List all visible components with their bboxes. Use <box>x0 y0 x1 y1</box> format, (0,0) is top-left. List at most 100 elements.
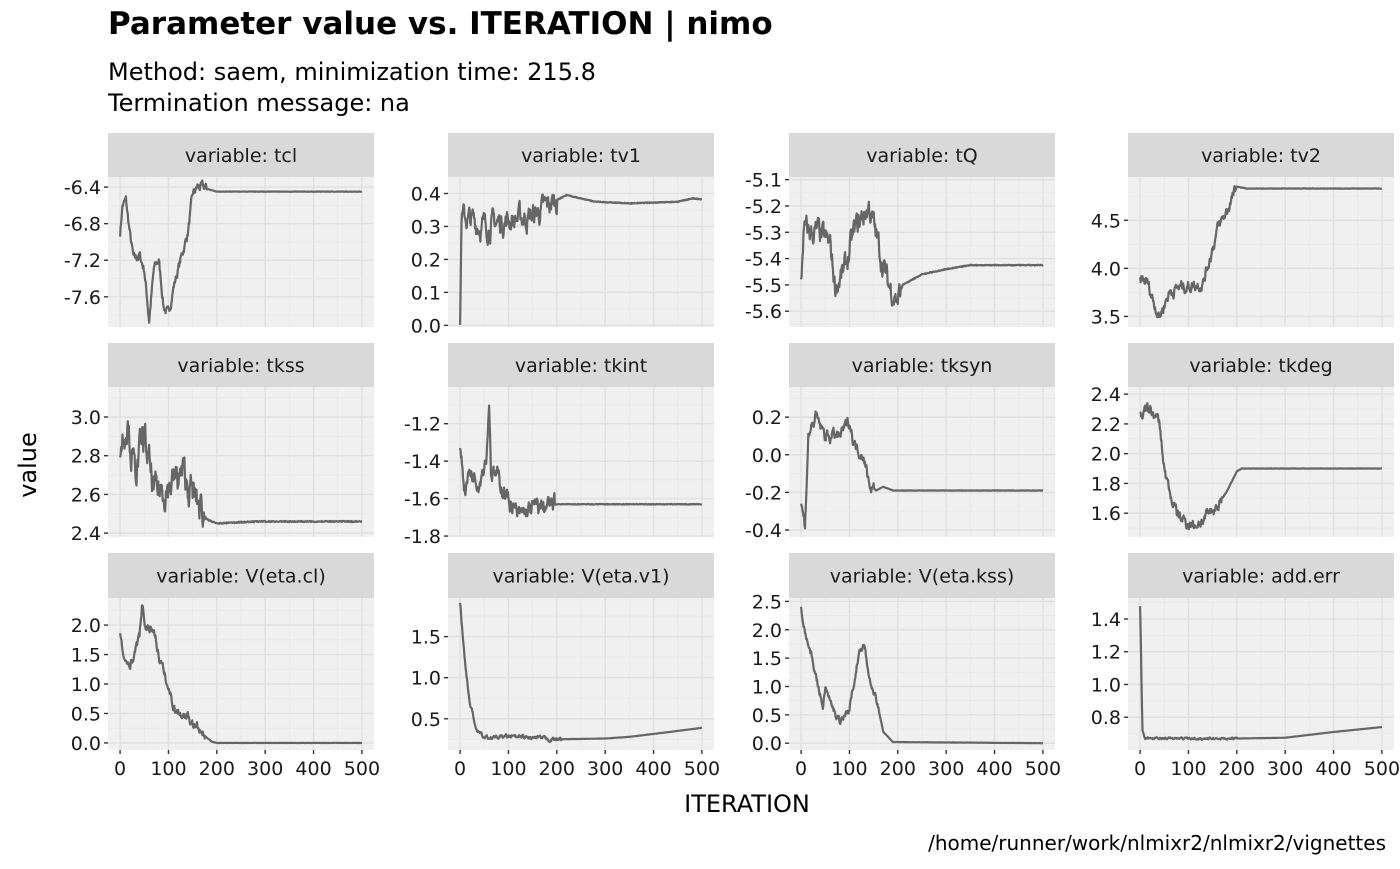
x-tick-label: 0 <box>454 758 466 780</box>
y-tick-label: -1.2 <box>404 414 441 436</box>
x-tick-label: 0 <box>795 758 807 780</box>
facet-strip <box>108 553 374 598</box>
y-tick-label: 1.0 <box>752 676 782 698</box>
y-tick-label: -6.8 <box>64 214 101 236</box>
y-tick-label: -5.2 <box>745 196 782 218</box>
y-tick-label: 1.8 <box>1091 473 1121 495</box>
y-tick-label: 1.0 <box>411 668 441 690</box>
y-tick-label: 2.2 <box>1091 414 1121 436</box>
facet-strip-label: variable: V(eta.kss) <box>830 566 1015 588</box>
y-tick-label: -0.4 <box>745 520 782 542</box>
series-line-v-eta-kss- <box>800 606 1044 745</box>
series-line-tq <box>800 200 1044 307</box>
y-tick-label: 0.1 <box>411 282 441 304</box>
x-tick-label: 0 <box>114 758 126 780</box>
facet-panel-v-eta-kss-: variable: V(eta.kss) 0.0 0.5 1.0 1.5 2.0 2.5 0 1… <box>752 553 1061 780</box>
y-tick-label: 0.3 <box>411 216 441 238</box>
x-tick-label: 0 <box>1134 758 1146 780</box>
y-tick-label: 4.0 <box>1091 258 1121 280</box>
facet-panel-tv1: variable: tv1 0.0 0.1 0.2 0.3 0.4 <box>411 133 714 337</box>
series-line-tkint <box>459 404 703 518</box>
y-tick-label: -5.3 <box>745 222 782 244</box>
y-tick-label: 1.4 <box>1091 609 1121 631</box>
facet-strip-label: variable: V(eta.v1) <box>492 566 669 588</box>
x-tick-label: 300 <box>928 758 964 780</box>
x-tick-label: 500 <box>1025 758 1061 780</box>
y-tick-label: 0.4 <box>411 183 441 205</box>
x-tick-label: 300 <box>587 758 623 780</box>
series-line-v-eta-cl- <box>119 604 363 745</box>
y-tick-label: -5.5 <box>745 275 782 297</box>
facet-strip-label: variable: tv2 <box>1201 145 1321 167</box>
y-tick-label: 0.0 <box>71 733 101 755</box>
facet-strip-label: variable: tksyn <box>852 355 993 377</box>
x-axis-label: ITERATION <box>684 790 810 818</box>
y-tick-label: 1.6 <box>1091 503 1121 525</box>
x-tick-label: 500 <box>684 758 720 780</box>
y-tick-label: 0.0 <box>752 733 782 755</box>
x-tick-label: 100 <box>490 758 526 780</box>
facet-panel-v-eta-v1-: variable: V(eta.v1) 0.5 1.0 1.5 0 100 200 300 40… <box>411 553 720 780</box>
x-tick-label: 500 <box>1364 758 1400 780</box>
facet-strip <box>789 553 1055 598</box>
x-tick-label: 300 <box>1267 758 1303 780</box>
facet-panel-tksyn: variable: tksyn 0.2 0.0 -0.2 -0.4 <box>745 343 1055 542</box>
y-tick-label: -5.6 <box>745 301 782 323</box>
chart-title: Parameter value vs. ITERATION | nimo <box>108 6 773 42</box>
facet-strip-label: variable: tkss <box>177 355 304 377</box>
y-tick-label: 1.5 <box>411 627 441 649</box>
y-tick-label: 2.4 <box>1091 384 1121 406</box>
series-line-tv1 <box>459 193 703 325</box>
y-tick-label: 3.5 <box>1091 306 1121 328</box>
facet-strip <box>789 133 1055 177</box>
facet-panel-tkint: variable: tkint -1.2 -1.4 -1.6 -1.8 <box>404 343 714 548</box>
series-line-add-err <box>1139 606 1383 742</box>
x-tick-label: 100 <box>831 758 867 780</box>
series-line-tcl <box>119 179 363 324</box>
y-tick-label: 0.2 <box>411 249 441 271</box>
series-line-v-eta-v1- <box>459 602 703 744</box>
y-tick-label: -5.4 <box>745 249 782 271</box>
y-tick-label: 0.2 <box>752 407 782 429</box>
series-line-tv2 <box>1139 185 1383 319</box>
facet-panel-tkss: variable: tkss 2.4 2.6 2.8 3.0 <box>71 343 374 545</box>
y-tick-label: 0.5 <box>71 703 101 725</box>
x-tick-label: 200 <box>199 758 235 780</box>
x-tick-label: 400 <box>635 758 671 780</box>
y-tick-label: -1.4 <box>404 451 441 473</box>
x-tick-label: 400 <box>976 758 1012 780</box>
y-tick-label: 2.4 <box>71 523 101 545</box>
y-tick-label: 2.6 <box>71 484 101 506</box>
y-tick-label: 3.0 <box>71 407 101 429</box>
y-tick-label: 2.5 <box>752 591 782 613</box>
series-line-tkss <box>119 420 363 528</box>
x-tick-label: 200 <box>539 758 575 780</box>
facet-strip <box>108 133 374 177</box>
y-tick-label: -6.4 <box>64 177 101 199</box>
y-tick-label: 1.0 <box>71 674 101 696</box>
x-tick-label: 100 <box>1170 758 1206 780</box>
y-tick-label: -0.2 <box>745 482 782 504</box>
x-tick-label: 200 <box>1219 758 1255 780</box>
x-tick-label: 500 <box>344 758 380 780</box>
facet-strip-label: variable: tQ <box>866 145 978 167</box>
facet-panel-tkdeg: variable: tkdeg 1.6 1.8 2.0 2.2 2.4 <box>1091 343 1394 537</box>
x-tick-label: 100 <box>150 758 186 780</box>
facet-panel-tq: variable: tQ -5.1 -5.2 -5.3 -5.4 -5.5 -5.6 <box>745 133 1055 327</box>
y-tick-label: 0.0 <box>411 315 441 337</box>
y-tick-label: -1.8 <box>404 526 441 548</box>
x-tick-label: 400 <box>1315 758 1351 780</box>
facet-strip <box>1128 343 1394 387</box>
y-tick-label: 1.5 <box>71 645 101 667</box>
y-tick-label: 0.5 <box>411 709 441 731</box>
y-tick-label: 0.8 <box>1091 707 1121 729</box>
facet-panel-tv2: variable: tv2 3.5 4.0 4.5 <box>1091 133 1394 328</box>
y-tick-label: 1.0 <box>1091 674 1121 696</box>
caption: /home/runner/work/nlmixr2/nlmixr2/vignet… <box>928 831 1386 855</box>
y-tick-label: 1.5 <box>752 648 782 670</box>
chart-subtitle-1: Method: saem, minimization time: 215.8 <box>108 58 596 86</box>
y-tick-label: 2.0 <box>71 615 101 637</box>
facet-panel-tcl: variable: tcl -6.4 -6.8 -7.2 -7.6 <box>64 133 374 327</box>
y-tick-label: -7.2 <box>64 250 101 272</box>
y-tick-label: 4.5 <box>1091 210 1121 232</box>
